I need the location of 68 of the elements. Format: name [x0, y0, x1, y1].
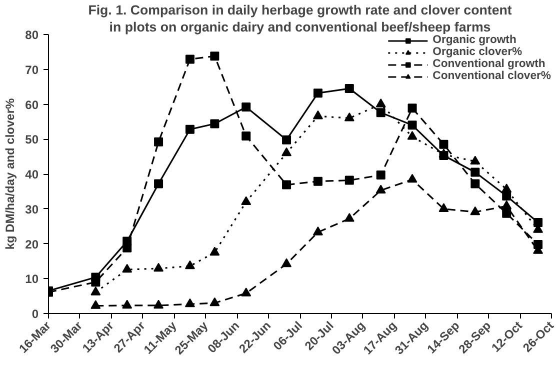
point [344, 176, 354, 185]
point [210, 297, 220, 306]
point [312, 110, 323, 120]
point [282, 135, 292, 144]
legend-label: Organic clover% [432, 46, 522, 58]
point [376, 184, 386, 194]
y-tick-label: 10 [25, 272, 39, 286]
point [242, 131, 251, 140]
point [502, 208, 512, 218]
y-tick-label: 20 [25, 237, 39, 252]
point [470, 206, 480, 216]
y-tick-label: 60 [25, 98, 39, 112]
point [154, 137, 164, 146]
point [470, 179, 480, 188]
point [376, 170, 386, 180]
y-axis-title: kg DM/ha/day and clover% [3, 98, 18, 250]
chart-title: Fig. 1. Comparison in daily herbage growth rate and clover content [88, 2, 512, 18]
y-tick-label: 30 [25, 202, 39, 216]
point [439, 140, 448, 149]
point [122, 243, 132, 252]
point [502, 184, 512, 192]
point [242, 102, 251, 112]
point [344, 84, 354, 94]
point [154, 262, 164, 272]
point [282, 147, 292, 156]
point [438, 203, 449, 212]
y-tick-label: 0 [32, 307, 39, 321]
point [210, 246, 220, 256]
point [154, 179, 164, 188]
point [407, 174, 418, 183]
point [376, 98, 386, 108]
point [282, 258, 292, 268]
point [438, 148, 449, 158]
point [210, 52, 220, 61]
point [408, 120, 417, 130]
point [241, 288, 252, 296]
point [470, 156, 480, 165]
point [241, 196, 252, 205]
y-tick-label: 40 [25, 168, 39, 182]
chart-subtitle: in plots on organic dairy and conventional beef/sheep farms [109, 20, 491, 34]
point [344, 112, 354, 122]
legend-label: Conventional clover% [432, 70, 551, 82]
legend-label: Conventional growth [432, 58, 546, 70]
point [122, 300, 132, 309]
point [313, 88, 322, 98]
point [210, 119, 220, 128]
point [185, 54, 194, 64]
point [184, 298, 195, 308]
point [502, 200, 512, 210]
point [312, 226, 323, 236]
point [344, 212, 354, 222]
point [313, 176, 322, 186]
point [185, 124, 194, 134]
point [408, 104, 417, 113]
point [90, 286, 101, 296]
point [407, 130, 418, 140]
y-tick-label: 50 [25, 132, 39, 147]
point [282, 180, 292, 190]
y-tick-label: 80 [25, 28, 39, 42]
legend-label: Organic growth [432, 34, 516, 46]
point [122, 264, 132, 273]
point [184, 260, 195, 270]
point [91, 278, 100, 287]
point [90, 300, 101, 309]
point [470, 168, 480, 177]
point [376, 108, 386, 118]
y-tick-label: 70 [25, 62, 39, 77]
point [154, 300, 164, 309]
